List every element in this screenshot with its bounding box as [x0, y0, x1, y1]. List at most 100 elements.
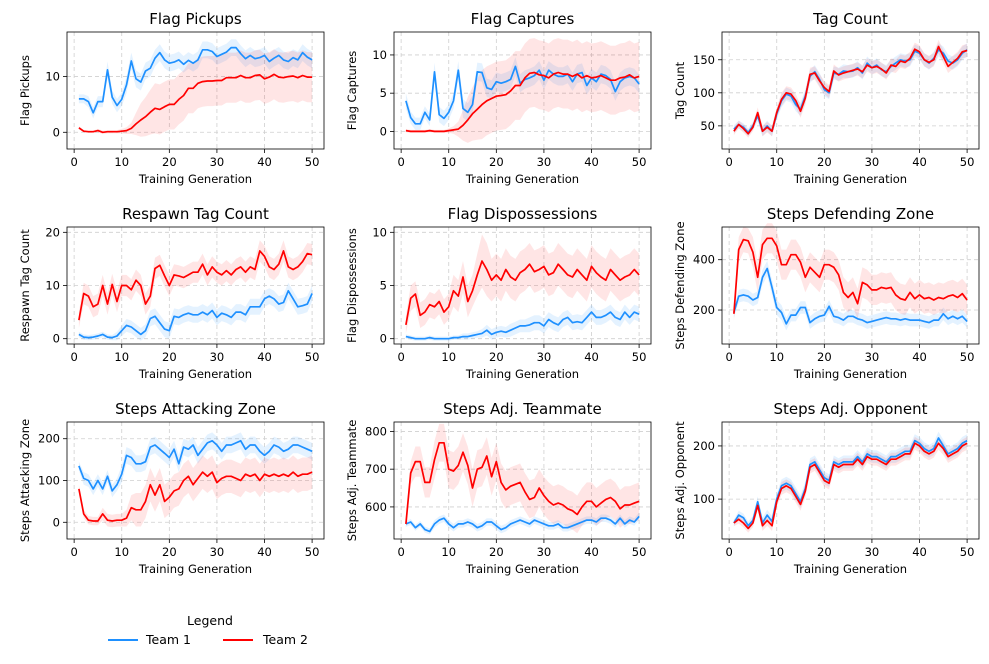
series-line-team-1: [78, 439, 313, 492]
y-axis-label: Steps Defending Zone: [673, 221, 687, 349]
y-tick-label: 0: [380, 124, 387, 138]
series-line-team-2: [733, 45, 968, 135]
y-tick-label: 100: [38, 474, 60, 488]
subplot-tag-count: 0 10 20 30 40 50 50 100 150 Tag Count Training Gen…: [673, 10, 980, 186]
x-tick-label: 30: [537, 545, 552, 559]
band-team-1: [405, 57, 640, 130]
y-tick-label: 0: [53, 515, 60, 529]
x-tick-label: 20: [162, 155, 177, 169]
x-tick-label: 10: [441, 155, 456, 169]
y-tick-label: 150: [693, 53, 715, 67]
x-tick-label: 50: [305, 350, 320, 364]
x-tick-label: 30: [537, 350, 552, 364]
x-tick-label: 50: [305, 545, 320, 559]
series-line-team-1: [733, 267, 968, 325]
band-team-1: [78, 432, 313, 498]
y-tick-label: 10: [372, 48, 387, 62]
y-axis-label: Steps Attacking Zone: [18, 419, 32, 542]
band-team-1: [78, 39, 313, 119]
x-tick-label: 50: [632, 155, 647, 169]
band-team-2: [405, 38, 640, 143]
x-tick-label: 20: [162, 350, 177, 364]
subplot-steps-attacking-zone: 0 10 20 30 40 50 0 100 200 Steps Attacking Zone Tr…: [18, 400, 325, 576]
subplot-title: Flag Dispossessions: [448, 205, 598, 223]
x-tick-label: 50: [632, 350, 647, 364]
x-tick-label: 0: [70, 155, 77, 169]
band-team-1: [733, 261, 968, 331]
x-tick-label: 20: [162, 545, 177, 559]
legend-title: Legend: [187, 613, 233, 628]
x-tick-label: 40: [584, 545, 599, 559]
series-line-team-2: [733, 237, 968, 314]
y-tick-label: 0: [53, 332, 60, 346]
subplot-title: Steps Adj. Opponent: [773, 400, 927, 418]
y-tick-label: 0: [53, 125, 60, 139]
band-team-1: [405, 304, 640, 341]
x-tick-label: 50: [960, 350, 975, 364]
legend: Legend Team 1 Team 2: [108, 613, 308, 647]
y-axis-label: Steps Adj. Opponent: [673, 421, 687, 540]
x-tick-label: 40: [584, 350, 599, 364]
x-tick-label: 30: [210, 155, 225, 169]
axes-frame: [721, 31, 980, 150]
axes-frame: [721, 226, 980, 345]
subplot-steps-defending-zone: 0 10 20 30 40 50 200 400 Steps Defending Zone Tra…: [673, 205, 980, 381]
series-line-team-2: [78, 471, 313, 522]
band-team-2: [405, 234, 640, 334]
y-axis-label: Flag Pickups: [18, 55, 32, 126]
band-team-1: [78, 282, 313, 341]
axes-frame: [393, 31, 652, 150]
subplot-flag-dispossessions: 0 10 20 30 40 50 0 5 10 Flag Dispossessions Traini…: [345, 205, 652, 381]
x-tick-label: 40: [912, 155, 927, 169]
x-tick-label: 10: [441, 350, 456, 364]
x-tick-label: 10: [114, 350, 129, 364]
axes-frame: [393, 421, 652, 540]
y-tick-label: 200: [693, 303, 715, 317]
x-tick-label: 0: [725, 350, 732, 364]
x-axis-label: Training Generation: [465, 562, 579, 576]
x-axis-label: Training Generation: [793, 562, 907, 576]
x-tick-label: 40: [912, 350, 927, 364]
y-tick-label: 200: [693, 439, 715, 453]
y-tick-label: 100: [693, 86, 715, 100]
subplot-title: Steps Attacking Zone: [115, 400, 276, 418]
x-axis-label: Training Generation: [465, 172, 579, 186]
series-line-team-1: [405, 311, 640, 340]
band-team-2: [78, 49, 313, 137]
x-tick-label: 50: [305, 155, 320, 169]
x-tick-label: 30: [210, 545, 225, 559]
x-tick-label: 50: [960, 545, 975, 559]
x-tick-label: 0: [397, 155, 404, 169]
x-axis-label: Training Generation: [793, 367, 907, 381]
x-tick-label: 0: [725, 545, 732, 559]
x-tick-label: 40: [257, 155, 272, 169]
band-team-1: [733, 43, 968, 137]
x-axis-label: Training Generation: [138, 367, 252, 381]
series-line-team-2: [405, 71, 640, 133]
y-axis-label: Steps Adj. Teammate: [345, 420, 359, 542]
subplot-respawn-tag-count: 0 10 20 30 40 50 0 10 20 Respawn Tag Count Trainin…: [18, 205, 325, 381]
x-tick-label: 40: [257, 545, 272, 559]
x-tick-label: 20: [489, 350, 504, 364]
y-axis-label: Tag Count: [673, 61, 687, 120]
series-line-team-2: [78, 250, 313, 321]
subplot-title: Steps Adj. Teammate: [443, 400, 602, 418]
subplot-title: Flag Captures: [471, 10, 575, 28]
legend-label-team-2: Team 2: [262, 632, 308, 647]
y-tick-label: 20: [45, 225, 60, 239]
x-tick-label: 20: [817, 155, 832, 169]
x-tick-label: 30: [865, 545, 880, 559]
y-tick-label: 10: [372, 225, 387, 239]
x-tick-label: 40: [257, 350, 272, 364]
band-team-2: [733, 39, 968, 138]
legend-label-team-1: Team 1: [145, 632, 191, 647]
y-axis-label: Flag Dispossessions: [345, 228, 359, 343]
subplot-steps-adj-teammate: 0 10 20 30 40 50 600 700 800 Steps Adj. Teammate T…: [345, 400, 652, 576]
x-tick-label: 0: [70, 350, 77, 364]
subplot-flag-pickups: 0 10 20 30 40 50 0 10 Flag Pickups Training Gener…: [18, 10, 325, 186]
series-line-team-2: [733, 442, 968, 530]
y-tick-label: 5: [380, 86, 387, 100]
x-tick-label: 10: [441, 545, 456, 559]
